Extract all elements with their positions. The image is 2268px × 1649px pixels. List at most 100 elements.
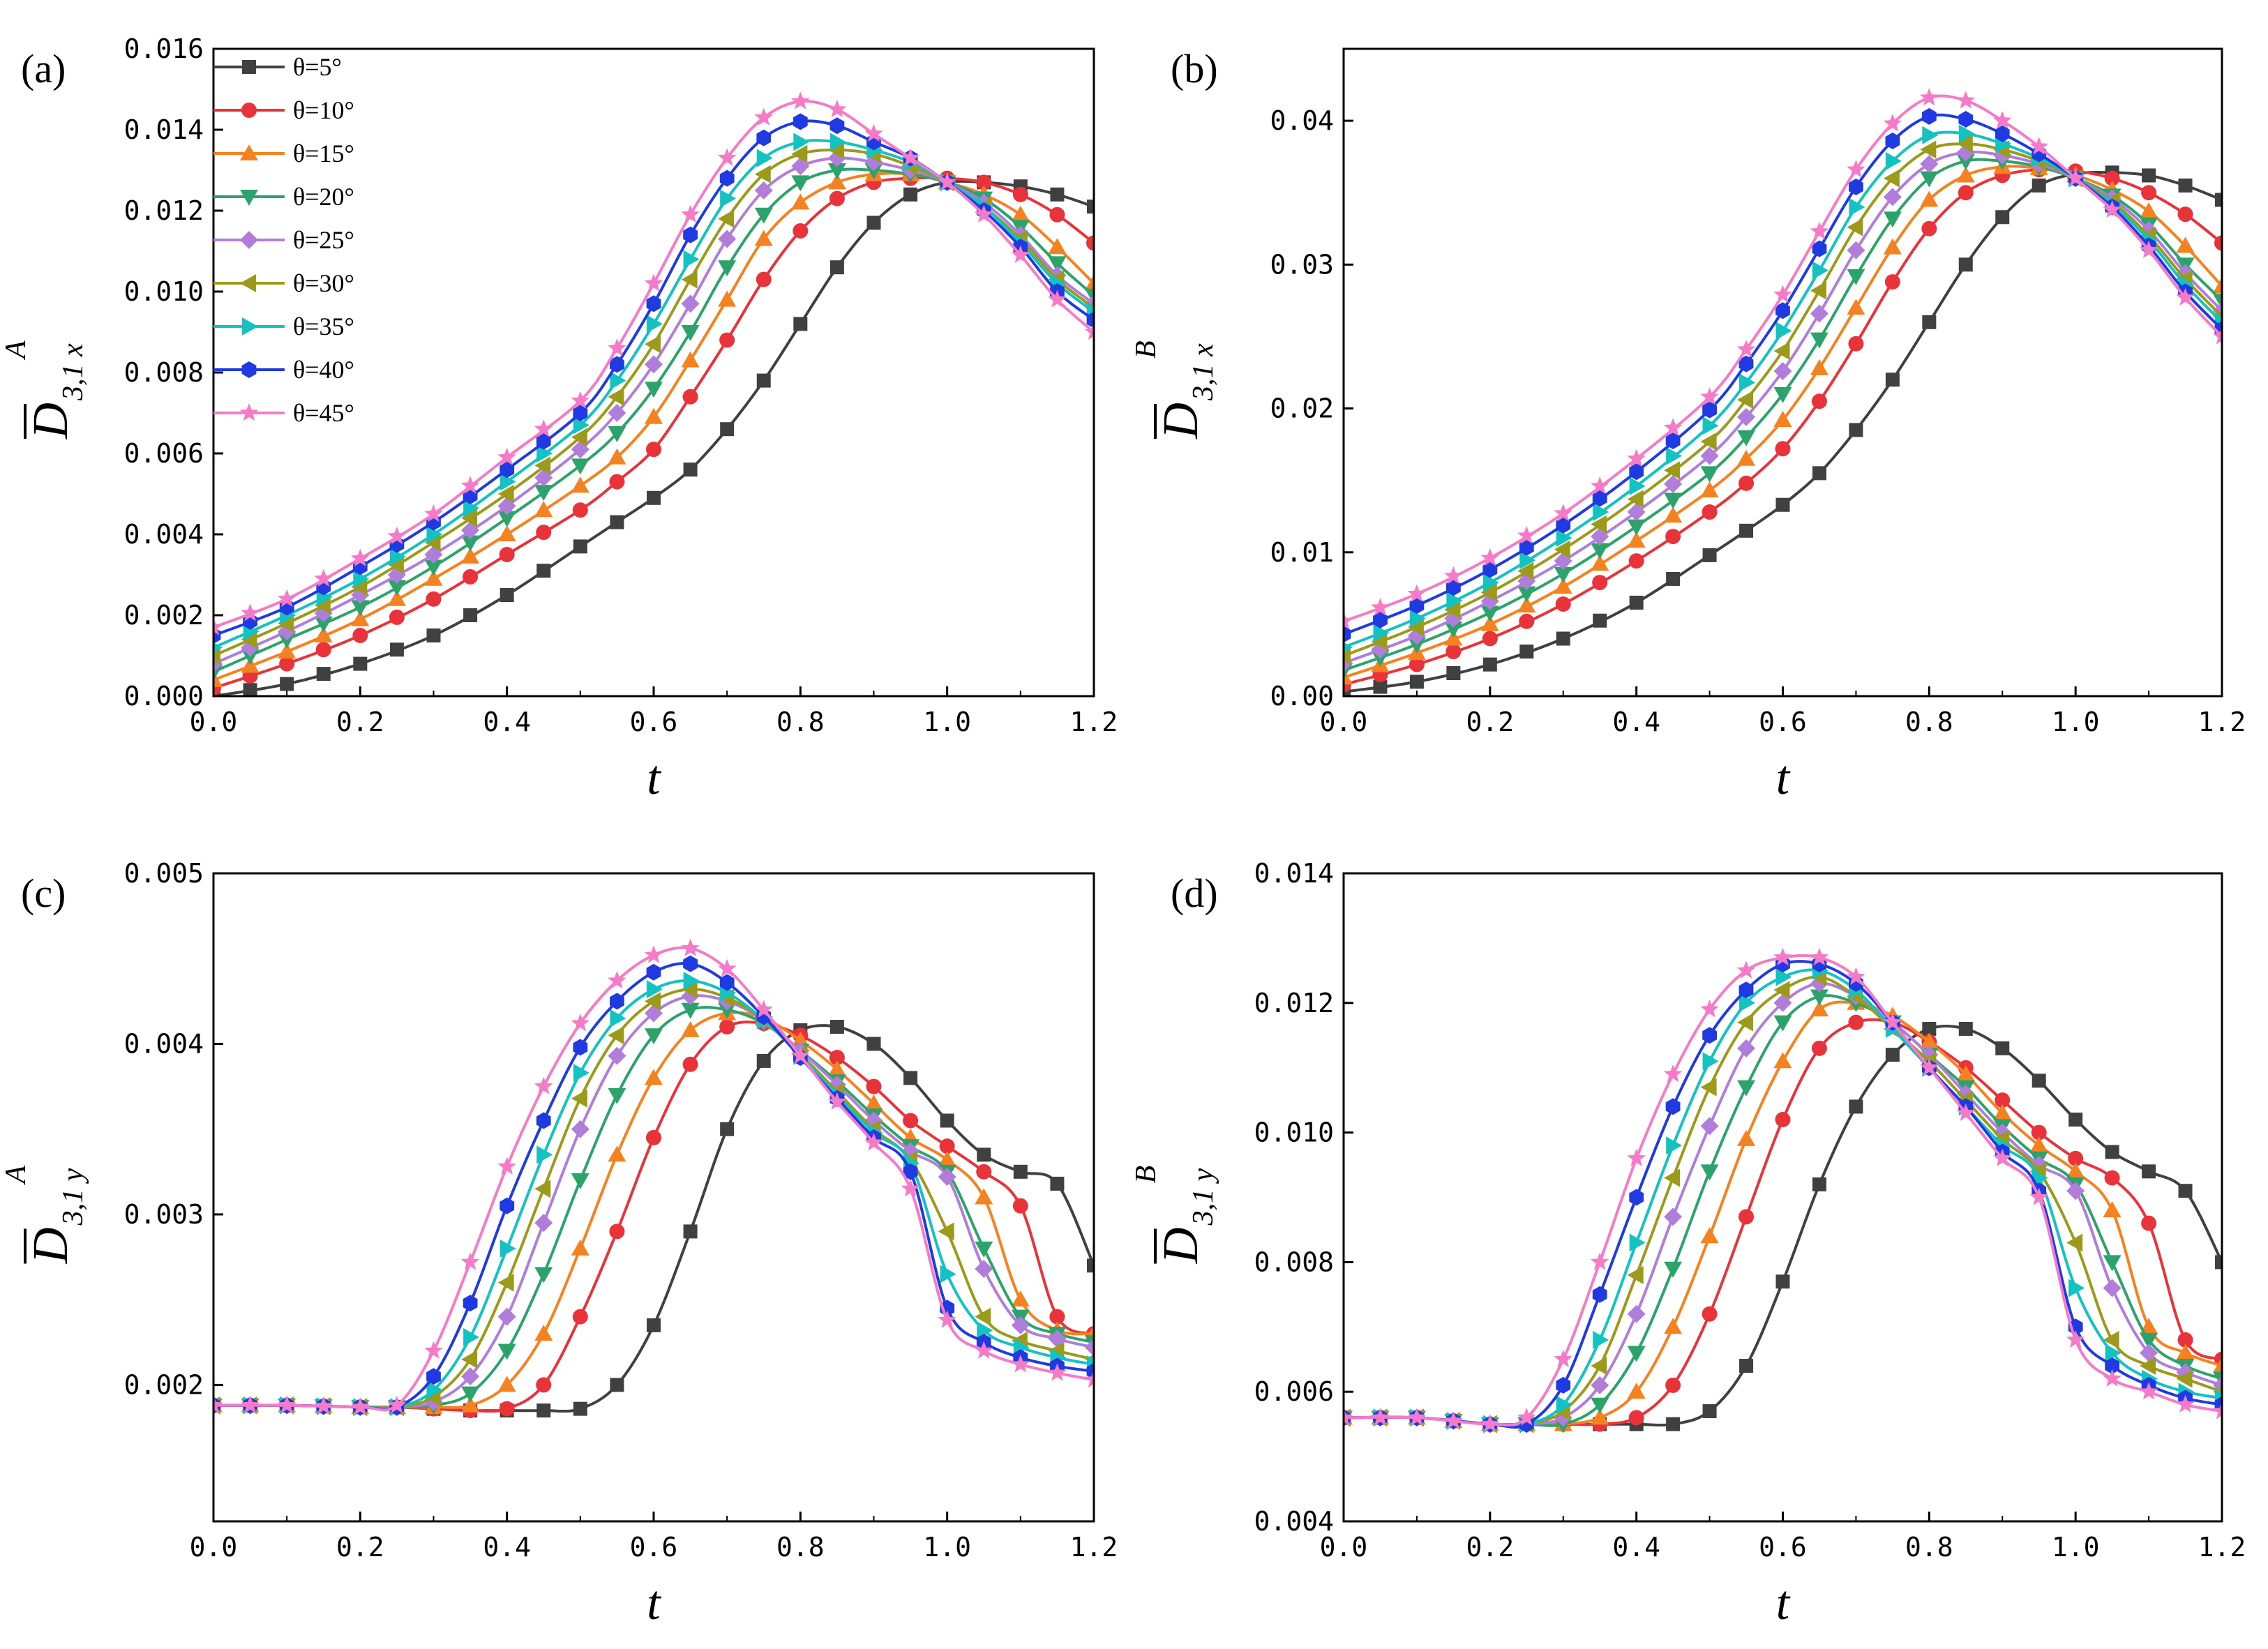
series-marker: [1517, 596, 1536, 613]
series-marker: [2068, 1113, 2083, 1127]
series-marker: [1920, 1057, 1939, 1076]
series-marker: [426, 525, 443, 543]
y-axis-label: D3,1 x B: [1130, 340, 1219, 439]
x-tick-label: 0.8: [776, 707, 825, 737]
series-marker: [1920, 190, 1939, 207]
series-marker: [1956, 166, 1975, 183]
series-marker: [1371, 632, 1388, 651]
series-marker: [571, 391, 590, 409]
series-marker: [681, 938, 700, 956]
y-tick-label: 0.02: [1270, 393, 1334, 424]
series-marker: [1702, 1306, 1718, 1322]
x-tick-label: 0.6: [1759, 707, 1807, 737]
series-marker: [1556, 631, 1570, 646]
series-marker: [976, 174, 992, 190]
series-marker: [1700, 1164, 1719, 1181]
series-marker: [2141, 1215, 2157, 1231]
series-marker: [1627, 519, 1646, 536]
series-marker: [573, 1401, 587, 1416]
series-marker: [1629, 476, 1646, 495]
series-marker: [1849, 179, 1863, 195]
y-tick-label: 0.012: [1254, 988, 1334, 1018]
series-marker: [793, 317, 808, 331]
series-marker: [2066, 1233, 2083, 1252]
series-marker: [717, 148, 737, 166]
series-marker: [1920, 171, 1939, 188]
series-marker: [1519, 539, 1534, 556]
series-line: [1344, 994, 2222, 1427]
y-tick-label: 0.04: [1270, 105, 1334, 136]
series-marker: [754, 181, 773, 199]
legend-marker: [242, 60, 256, 74]
series-marker: [572, 1309, 588, 1325]
series-marker: [573, 1039, 588, 1056]
series-marker: [1409, 597, 1425, 615]
series-marker: [426, 1368, 441, 1385]
series-marker: [278, 614, 294, 633]
series-line: [213, 139, 1094, 649]
series-marker: [534, 456, 551, 475]
series-marker: [2103, 200, 2121, 218]
series-marker: [977, 1321, 993, 1340]
series-marker: [903, 1071, 918, 1085]
series-marker: [681, 270, 698, 289]
series-marker: [316, 667, 331, 682]
series-marker: [1664, 1318, 1683, 1334]
series-marker: [241, 649, 260, 665]
series-marker: [1666, 571, 1681, 586]
series-marker: [1628, 1410, 1644, 1426]
series-marker: [2103, 1255, 2121, 1272]
series-marker: [500, 588, 514, 602]
legend-label: θ=40°: [293, 356, 354, 384]
series-marker: [1737, 1013, 1754, 1032]
series-marker: [571, 1089, 587, 1108]
series-marker: [1956, 91, 1976, 109]
series-marker: [829, 190, 845, 206]
series-marker: [1737, 391, 1754, 409]
series-marker: [719, 332, 735, 348]
series-marker: [1811, 393, 1827, 409]
y-tick-label: 0.012: [124, 195, 204, 226]
series-marker: [646, 442, 661, 458]
series-marker: [683, 250, 700, 269]
series-marker: [754, 107, 774, 126]
series-marker: [241, 603, 260, 622]
series-marker: [1700, 1000, 1719, 1018]
series-marker: [791, 144, 808, 163]
series-marker: [866, 216, 881, 230]
series-marker: [1922, 126, 1939, 144]
series-marker: [791, 1046, 810, 1064]
series-marker: [682, 1056, 698, 1072]
series-marker: [829, 1020, 844, 1034]
series-marker: [424, 533, 441, 552]
x-tick-label: 0.6: [630, 1532, 678, 1563]
series-marker: [1666, 1136, 1683, 1155]
y-axis-label-main: D: [1152, 1228, 1208, 1265]
series-marker: [1048, 289, 1067, 308]
legend-label: θ=25°: [293, 226, 354, 254]
series-marker: [1087, 1258, 1094, 1273]
series-marker: [387, 589, 406, 606]
series-marker: [1665, 1377, 1681, 1393]
legend-marker: [240, 231, 258, 249]
series-marker: [1517, 562, 1534, 580]
series-marker: [793, 133, 810, 151]
series-marker: [573, 1064, 589, 1083]
series-marker: [2066, 168, 2085, 186]
series-marker: [718, 260, 737, 277]
series-marker: [1519, 551, 1536, 570]
y-tick-label: 0.000: [124, 681, 204, 711]
series-marker: [1810, 221, 1829, 240]
series-marker: [2103, 1330, 2119, 1349]
y-tick-label: 0.01: [1270, 537, 1334, 568]
series-marker: [1775, 302, 1790, 319]
series-marker: [2140, 1332, 2158, 1349]
series-marker: [1444, 566, 1463, 585]
series-marker: [1885, 151, 1902, 170]
series-marker: [940, 1113, 954, 1128]
series-marker: [424, 569, 443, 586]
plot-area: [213, 91, 1094, 696]
series-marker: [461, 1350, 478, 1369]
series-marker: [718, 229, 737, 248]
series-marker: [1848, 1014, 1864, 1030]
